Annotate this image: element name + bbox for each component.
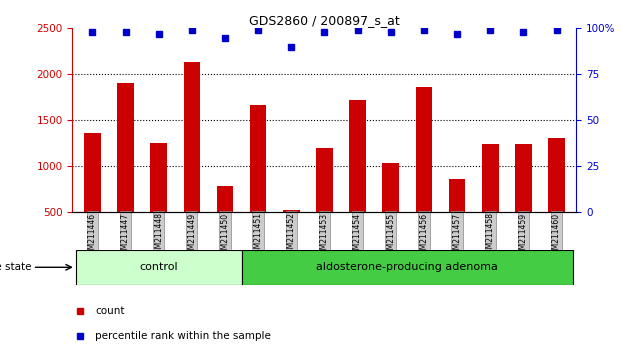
Text: aldosterone-producing adenoma: aldosterone-producing adenoma bbox=[316, 262, 498, 272]
Bar bbox=[84, 133, 101, 258]
Text: GSM211456: GSM211456 bbox=[420, 212, 428, 258]
Bar bbox=[241, 250, 573, 285]
Text: GSM211449: GSM211449 bbox=[187, 212, 197, 258]
Text: GSM211450: GSM211450 bbox=[220, 212, 229, 258]
Bar bbox=[76, 250, 241, 285]
Bar bbox=[217, 186, 233, 258]
Bar bbox=[117, 82, 134, 258]
Title: GDS2860 / 200897_s_at: GDS2860 / 200897_s_at bbox=[249, 14, 400, 27]
Bar bbox=[151, 143, 167, 258]
Bar bbox=[183, 62, 200, 258]
Bar bbox=[548, 138, 565, 258]
Text: GSM211458: GSM211458 bbox=[486, 212, 495, 258]
Bar bbox=[316, 148, 333, 258]
Text: GSM211454: GSM211454 bbox=[353, 212, 362, 258]
Text: GSM211451: GSM211451 bbox=[254, 212, 263, 258]
Bar bbox=[416, 87, 432, 258]
Bar bbox=[382, 163, 399, 258]
Text: percentile rank within the sample: percentile rank within the sample bbox=[95, 331, 271, 341]
Bar bbox=[250, 105, 266, 258]
Text: GSM211452: GSM211452 bbox=[287, 212, 296, 258]
Text: GSM211457: GSM211457 bbox=[452, 212, 462, 258]
Text: GSM211447: GSM211447 bbox=[121, 212, 130, 258]
Text: GSM211446: GSM211446 bbox=[88, 212, 97, 258]
Text: GSM211453: GSM211453 bbox=[320, 212, 329, 258]
Bar bbox=[349, 100, 366, 258]
Text: count: count bbox=[95, 306, 125, 316]
Bar bbox=[482, 144, 498, 258]
Text: GSM211459: GSM211459 bbox=[519, 212, 528, 258]
Bar bbox=[283, 210, 300, 258]
Text: GSM211460: GSM211460 bbox=[552, 212, 561, 258]
Bar bbox=[515, 144, 532, 258]
Text: disease state: disease state bbox=[0, 262, 31, 272]
Text: GSM211448: GSM211448 bbox=[154, 212, 163, 258]
Text: control: control bbox=[139, 262, 178, 272]
Bar bbox=[449, 179, 466, 258]
Text: GSM211455: GSM211455 bbox=[386, 212, 395, 258]
